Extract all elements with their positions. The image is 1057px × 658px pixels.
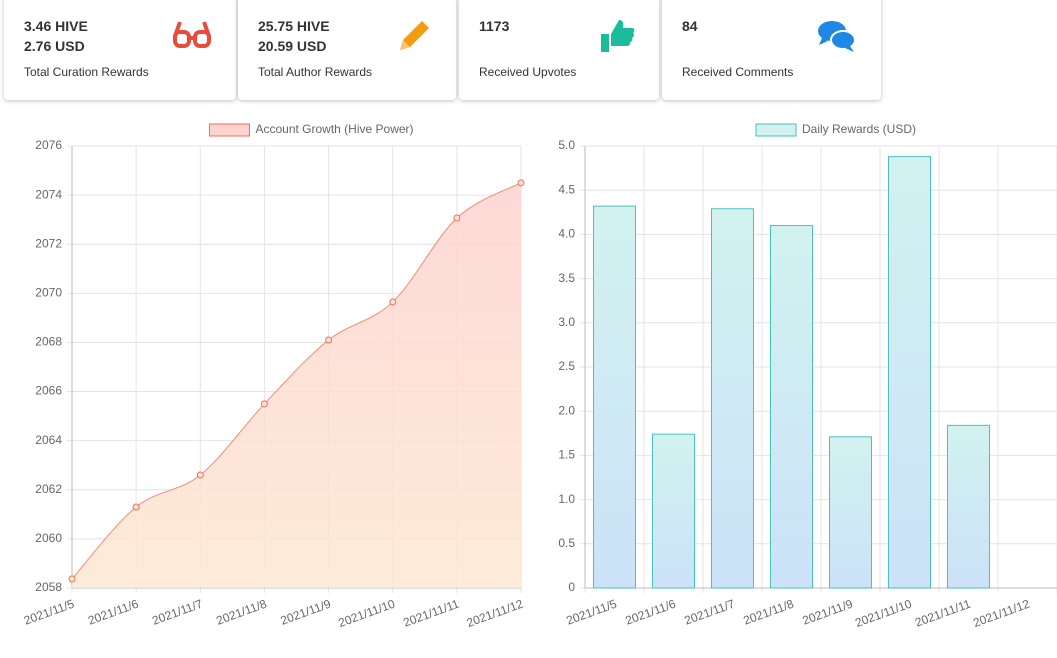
point	[325, 336, 333, 344]
y-tick-label: 2066	[35, 384, 62, 398]
y-tick-label: 4.5	[558, 182, 575, 196]
thumbs-up-icon	[601, 20, 635, 52]
y-tick-label: 2.0	[558, 403, 575, 417]
y-tick-label: 2070	[35, 286, 62, 300]
point	[389, 298, 397, 306]
stat-card: 84 Received Comments	[662, 0, 881, 100]
y-tick-label: 2074	[35, 187, 62, 201]
stat-value: 25.75 HIVE	[258, 18, 330, 34]
x-tick-label: 2021/11/7	[682, 597, 736, 628]
x-tick-label: 2021/11/9	[800, 597, 854, 628]
glasses-icon	[173, 21, 211, 48]
stat-value: 2.76 USD	[24, 38, 85, 54]
legend-swatch	[755, 123, 797, 137]
stat-value: 20.59 USD	[258, 38, 327, 54]
bar	[770, 225, 813, 589]
y-tick-label: 3.5	[558, 271, 575, 285]
y-tick-label: 0	[568, 580, 575, 594]
y-tick-label: 2058	[35, 580, 62, 594]
legend: Daily Rewards (USD)	[755, 122, 916, 137]
bar	[593, 205, 636, 589]
line	[71, 182, 522, 580]
bar	[947, 424, 990, 589]
x-tick-label: 2021/11/6	[623, 597, 677, 628]
legend-label: Daily Rewards (USD)	[802, 122, 916, 136]
legend-swatch	[208, 123, 250, 137]
point	[68, 575, 76, 583]
x-tick-label: 2021/11/11	[913, 597, 973, 630]
stat-caption: Received Upvotes	[479, 65, 577, 79]
point	[196, 471, 204, 479]
y-tick-label: 1.0	[558, 492, 575, 506]
x-tick-label: 2021/11/5	[564, 597, 618, 628]
y-tick-label: 5.0	[558, 138, 575, 152]
legend: Account Growth (Hive Power)	[208, 122, 414, 137]
legend-label: Account Growth (Hive Power)	[255, 122, 413, 136]
pencil-icon	[400, 21, 429, 50]
x-tick-label: 2021/11/10	[336, 597, 397, 631]
x-tick-label: 2021/11/7	[150, 597, 204, 628]
stat-card: 1173 Received Upvotes	[459, 0, 659, 100]
y-tick-label: 2064	[35, 433, 62, 447]
bar	[829, 436, 872, 589]
y-tick-label: 2062	[35, 482, 62, 496]
point	[132, 503, 140, 511]
bar	[711, 208, 754, 589]
y-tick-label: 2068	[35, 335, 62, 349]
y-tick-label: 2.5	[558, 359, 575, 373]
stat-card: 25.75 HIVE 20.59 USD Total Author Reward…	[238, 0, 456, 100]
comments-icon	[818, 21, 856, 52]
bar	[888, 156, 931, 589]
y-tick-label: 0.5	[558, 536, 575, 550]
x-tick-label: 2021/11/8	[741, 597, 795, 628]
x-tick-label: 2021/11/11	[401, 597, 461, 630]
stat-caption: Received Comments	[682, 65, 794, 79]
x-tick-label: 2021/11/5	[22, 597, 76, 628]
point	[453, 214, 461, 222]
stat-caption: Total Author Rewards	[258, 65, 373, 79]
stat-value: 3.46 HIVE	[24, 18, 88, 34]
x-tick-label: 2021/11/12	[465, 597, 526, 631]
point	[517, 179, 525, 187]
stat-value: 1173	[479, 18, 510, 34]
y-tick-label: 1.5	[558, 448, 575, 462]
area	[72, 182, 521, 589]
y-tick-label: 4.0	[558, 227, 575, 241]
x-tick-label: 2021/11/8	[214, 597, 268, 628]
y-tick-label: 2072	[35, 236, 62, 250]
stat-value: 84	[682, 18, 698, 34]
stat-card: 3.46 HIVE 2.76 USD Total Curation Reward…	[4, 0, 236, 100]
x-tick-label: 2021/11/6	[86, 597, 140, 628]
x-tick-label: 2021/11/10	[853, 597, 914, 631]
x-tick-label: 2021/11/9	[279, 597, 333, 628]
x-tick-label: 2021/11/12	[971, 597, 1032, 631]
y-tick-label: 3.0	[558, 315, 575, 329]
bar	[652, 433, 695, 589]
point	[260, 400, 268, 408]
y-tick-label: 2076	[35, 138, 62, 152]
y-tick-label: 2060	[35, 531, 62, 545]
stat-caption: Total Curation Rewards	[24, 65, 149, 79]
